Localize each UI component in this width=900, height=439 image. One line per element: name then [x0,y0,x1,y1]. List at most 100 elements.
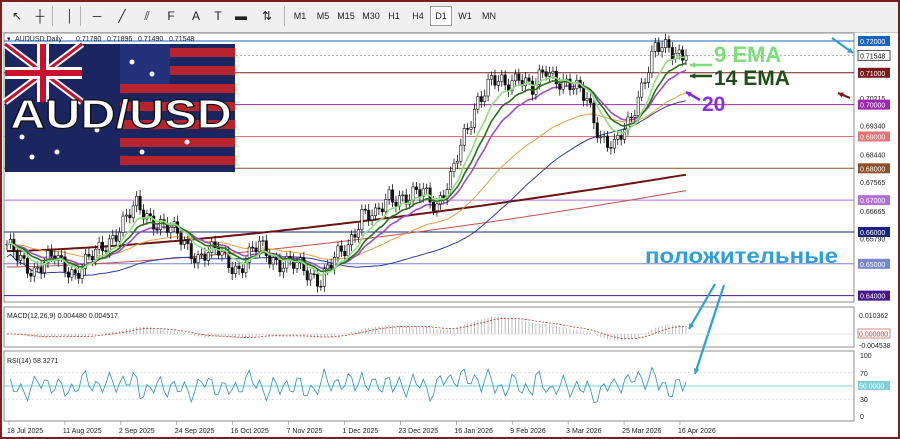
price-tag [857,49,891,61]
candle-body [517,73,521,81]
price-axis-label: 0.64000 [860,294,885,301]
candle-body [141,209,145,220]
candle-body [32,267,36,277]
macd-pointer-arrow [688,283,716,330]
candle-body [609,147,613,149]
timeframe-m15[interactable]: M15 [337,11,355,21]
open-value: 0.71780 [76,36,101,43]
candle-body [179,232,183,245]
candle-body [353,234,357,238]
candle-body [626,116,630,130]
candle-body [592,102,596,124]
shape-icon[interactable]: ▬ [235,9,247,23]
candle-body [25,258,29,274]
candle-body [595,122,599,139]
candle-body [452,162,456,172]
candle-body [312,273,316,275]
candle-body [476,96,480,110]
horizontal-line-icon[interactable]: ─ [92,9,102,23]
date-axis-label: 3 Mar 2026 [566,428,602,435]
price-axis-label: 0.66000 [860,230,885,237]
candle-body [193,258,197,264]
ma-200-line [7,190,687,268]
candle-body [220,251,224,256]
price-axis-label: 0.72000 [860,39,885,46]
low-value: 0.71490 [138,36,163,43]
flag-canton [120,44,170,84]
candle-body [77,273,81,279]
candle-body [46,250,50,263]
timeframe-h4[interactable]: H4 [412,11,424,21]
timeframe-m1[interactable]: M1 [293,11,307,21]
candle-body [503,74,507,86]
candle-body [60,255,64,258]
candle-body [646,72,650,83]
candle-body [189,243,193,260]
price-tag [858,35,890,46]
timeframe-m30[interactable]: M30 [362,11,380,21]
flag-stripe [120,66,235,75]
flag-star [29,154,35,160]
text-icon[interactable]: A [191,9,200,23]
candle-body [544,71,548,77]
candle-body [257,240,261,253]
candle-body [496,81,500,86]
date-axis-label: 9 Feb 2026 [510,428,546,435]
candle-body [558,83,562,90]
rsi-scale-label: 70 [860,371,868,378]
timeframe-m5[interactable]: M5 [316,11,330,21]
timeframe-mn[interactable]: MN [482,11,496,21]
label-icon[interactable]: T [214,9,222,23]
candle-body [432,201,436,212]
price-tag [858,290,890,301]
date-axis-label: 2 Sep 2025 [119,428,155,435]
candle-body [653,42,657,52]
candle-body [49,250,53,257]
candle-body [251,246,255,249]
flag-stripe [120,48,235,57]
price-axis-label: 0.67000 [860,198,885,205]
arrows-icon[interactable]: ⇅ [261,9,273,23]
candle-body [169,226,173,233]
cursor-icon[interactable]: ↖ [11,9,23,23]
candle-body [479,96,483,102]
price-axis-label: 0.71000 [860,71,885,78]
candle-body [367,209,371,221]
candle-body [469,127,473,130]
crosshair-icon[interactable]: ┼ [35,9,45,23]
timeframe-h1[interactable]: H1 [388,11,400,21]
candle-body [203,253,207,261]
candle-body [660,47,664,52]
candle-body [387,189,391,200]
candle-body [435,203,439,212]
vertical-line-icon[interactable]: │ [66,9,74,23]
trend-line-icon[interactable]: ╱ [118,9,126,23]
candle-body [599,136,603,139]
candle-body [582,87,586,101]
ma-100-line [6,173,687,253]
candle-body [264,240,268,256]
candle-body [629,116,633,119]
candle-body [309,273,313,281]
candle-body [124,214,128,217]
candle-body [285,256,289,269]
candle-body [63,256,67,273]
candle-body [210,241,214,253]
candle-body [118,232,122,242]
candle-body [319,285,323,288]
candle-body [551,70,555,74]
date-axis-label: 1 Dec 2025 [343,428,379,435]
rsi-pointer-arrow-head [693,368,700,374]
candle-body [97,241,101,250]
channel-icon[interactable]: ⫽ [144,8,150,23]
date-axis-label: 23 Dec 2025 [398,428,438,435]
timeframe-w1[interactable]: W1 [458,11,472,21]
rsi-scale-label: 30 [860,397,868,404]
candle-body [155,229,159,231]
macd-label: MACD(12,26,9) 0.004480 0.004517 [7,313,118,320]
candle-body [73,269,77,274]
fibonacci-icon[interactable]: F [167,9,175,23]
price-tag [858,131,890,142]
timeframe-d1[interactable]: D1 [430,6,452,26]
